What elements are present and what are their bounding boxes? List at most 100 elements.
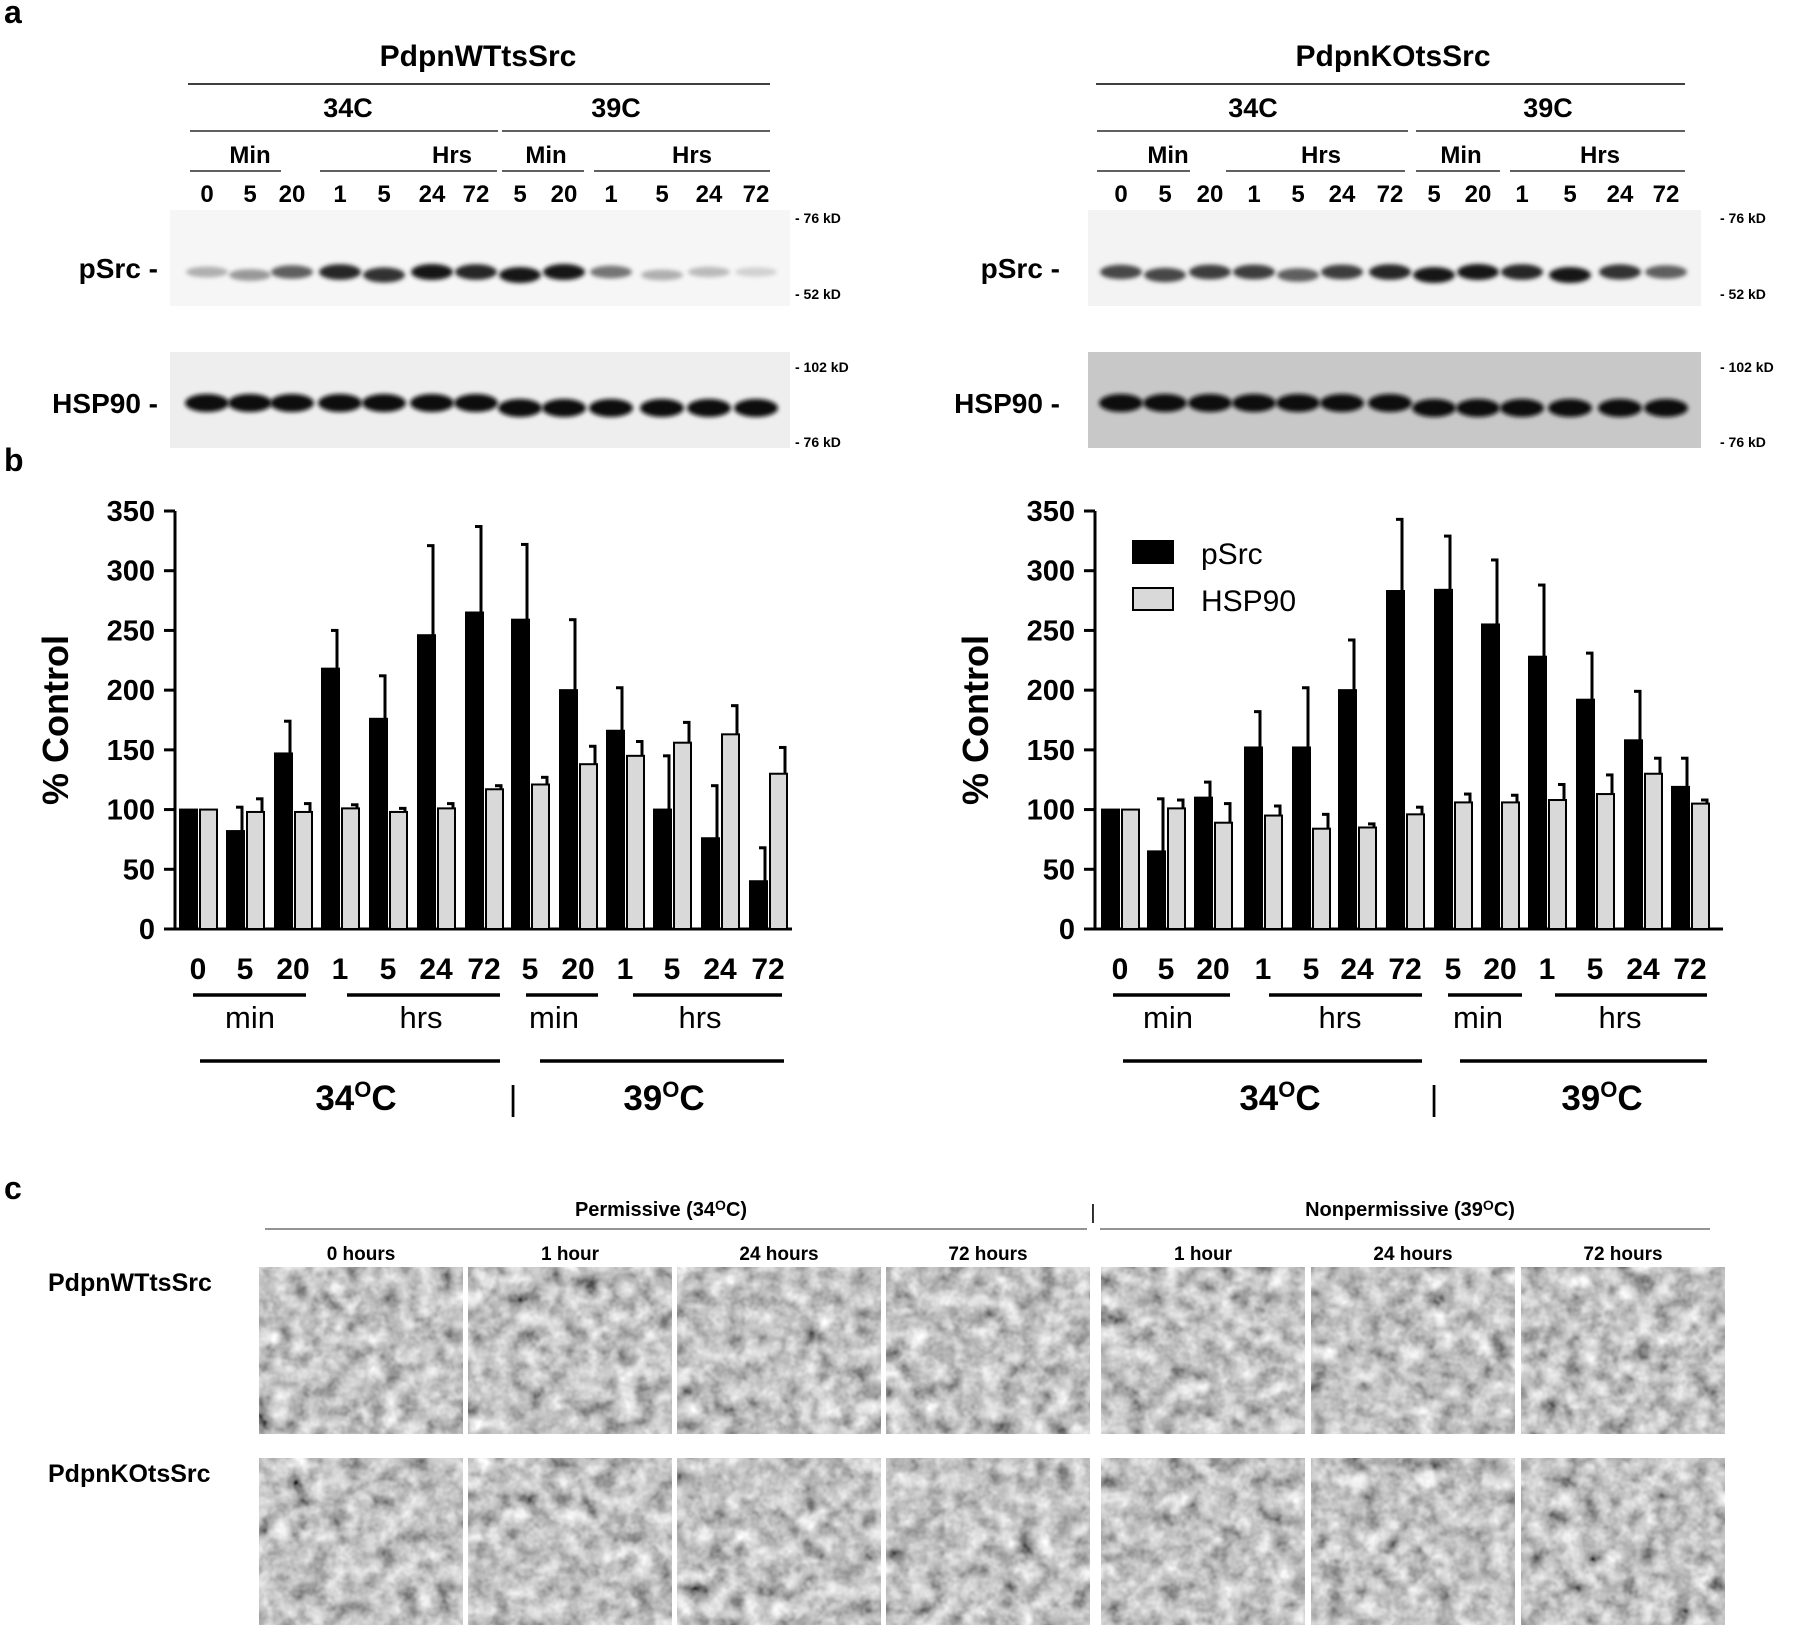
group-label: hrs xyxy=(399,1000,442,1035)
row-label-hsp90: HSP90 - xyxy=(954,388,1060,419)
y-tick-label: 300 xyxy=(107,556,155,588)
micrograph-image xyxy=(886,1458,1090,1625)
hsp90-band xyxy=(1412,399,1456,417)
psrc-band xyxy=(1599,264,1641,280)
hsp90-band xyxy=(734,399,778,417)
psrc-band xyxy=(1233,264,1275,280)
bar-psrc xyxy=(417,634,436,930)
panel-label-c: c xyxy=(4,1170,22,1206)
y-tick-label: 350 xyxy=(107,496,155,528)
bar-psrc xyxy=(1147,850,1166,930)
hsp90-band xyxy=(1099,394,1143,412)
hsp90-band xyxy=(1188,394,1232,412)
micrograph-image xyxy=(468,1267,672,1434)
x-tick-label: 24 xyxy=(419,953,453,986)
x-tick-label: 20 xyxy=(561,953,594,986)
marker-label: - 102 kD xyxy=(795,359,849,375)
lane-label: 5 xyxy=(1158,181,1171,208)
micrograph-image xyxy=(1521,1458,1725,1625)
bar-psrc xyxy=(179,808,198,930)
micrograph-image xyxy=(259,1458,463,1625)
psrc-band xyxy=(543,264,585,280)
group-label: min xyxy=(529,1000,579,1035)
bar-psrc xyxy=(1244,746,1263,930)
time-group-label: Hrs xyxy=(1580,142,1620,169)
y-tick-label: 350 xyxy=(1027,496,1075,528)
bar-psrc xyxy=(1576,698,1595,930)
psrc-band xyxy=(641,269,683,281)
hsp90-band xyxy=(589,399,633,417)
bar-hsp90 xyxy=(294,810,313,931)
row-label-hsp90: HSP90 - xyxy=(52,388,158,419)
bar-hsp90 xyxy=(485,788,504,930)
bar-hsp90 xyxy=(769,772,788,930)
psrc-band xyxy=(1369,264,1411,280)
psrc-band xyxy=(499,267,541,283)
marker-label: - 76 kD xyxy=(795,434,841,450)
temp-label: 39OC xyxy=(1561,1077,1642,1118)
x-tick-label: 20 xyxy=(276,953,309,986)
row-label-psrc: pSrc - xyxy=(981,253,1060,284)
marker-label: - 76 kD xyxy=(1720,434,1766,450)
y-tick-label: 300 xyxy=(1027,556,1075,588)
bar-psrc xyxy=(1528,655,1547,931)
psrc-band xyxy=(1501,264,1543,280)
hsp90-band xyxy=(1456,399,1500,417)
y-tick-label: 250 xyxy=(1027,615,1075,647)
lane-label: 5 xyxy=(1427,181,1440,208)
bar-hsp90 xyxy=(1167,807,1186,930)
psrc-band xyxy=(1645,265,1687,279)
hsp90-band xyxy=(1548,399,1592,417)
hsp90-band xyxy=(1644,399,1688,417)
bar-psrc xyxy=(1671,785,1690,930)
bar-hsp90 xyxy=(1691,802,1710,930)
x-tick-label: 1 xyxy=(1255,953,1272,986)
bar-hsp90 xyxy=(1312,827,1331,930)
panel-label-b: b xyxy=(4,442,24,478)
temp-label: 34C xyxy=(1228,93,1278,123)
bar-hsp90 xyxy=(1644,772,1663,930)
marker-label: - 52 kD xyxy=(795,286,841,302)
hsp90-band xyxy=(1598,399,1642,417)
bar-psrc xyxy=(1338,689,1357,931)
bar-psrc xyxy=(274,752,293,930)
lane-label: 20 xyxy=(1465,181,1492,208)
lane-label: 5 xyxy=(1291,181,1304,208)
marker-label: - 102 kD xyxy=(1720,359,1774,375)
legend-label-hsp90: HSP90 xyxy=(1201,585,1296,618)
hsp90-band xyxy=(1143,394,1187,412)
timepoint-label: 1 hour xyxy=(541,1244,600,1265)
y-axis-label: % Control xyxy=(955,635,996,805)
group-label: min xyxy=(225,1000,275,1035)
lane-label: 20 xyxy=(279,181,306,208)
bar-hsp90 xyxy=(531,783,550,931)
marker-label: - 52 kD xyxy=(1720,286,1766,302)
psrc-band xyxy=(319,264,361,280)
lane-label: 5 xyxy=(377,181,390,208)
y-tick-label: 100 xyxy=(1027,795,1075,827)
lane-label: 20 xyxy=(551,181,578,208)
hsp90-band xyxy=(1232,394,1276,412)
nonpermissive-group-label: Nonpermissive (39OC) xyxy=(1305,1197,1515,1221)
x-tick-label: 72 xyxy=(467,953,500,986)
legend-swatch-hsp90 xyxy=(1132,587,1174,611)
timepoint-label: 72 hours xyxy=(1583,1244,1662,1265)
bar-psrc xyxy=(1101,808,1120,930)
micrograph-image xyxy=(259,1267,463,1434)
psrc-band xyxy=(271,265,313,279)
psrc-blot-membrane xyxy=(170,210,790,306)
x-tick-label: 1 xyxy=(617,953,634,986)
y-tick-label: 150 xyxy=(1027,735,1075,767)
legend-label-psrc: pSrc xyxy=(1201,538,1263,571)
hsp90-band xyxy=(185,394,229,412)
bar-hsp90 xyxy=(579,763,598,931)
lane-label: 0 xyxy=(200,181,213,208)
legend-swatch-psrc xyxy=(1132,540,1174,564)
lane-label: 24 xyxy=(1607,181,1634,208)
x-tick-label: 5 xyxy=(522,953,539,986)
x-tick-label: 24 xyxy=(703,953,737,986)
hsp90-band xyxy=(410,394,454,412)
timepoint-label: 24 hours xyxy=(739,1244,818,1265)
group-label: hrs xyxy=(1318,1000,1361,1035)
timepoint-label: 1 hour xyxy=(1174,1244,1233,1265)
